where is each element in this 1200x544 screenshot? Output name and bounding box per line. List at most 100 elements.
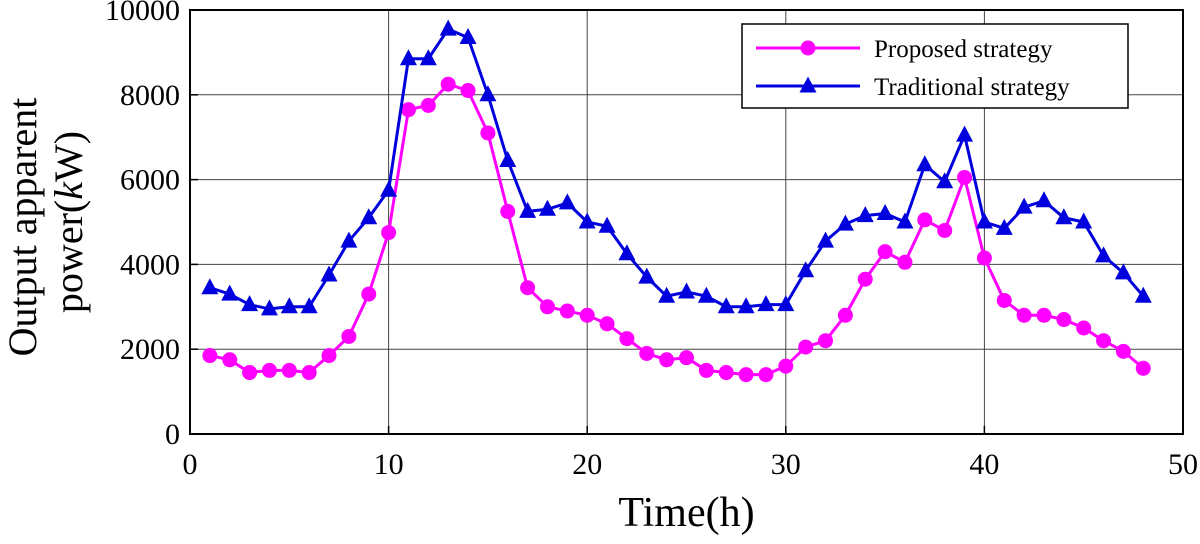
data-point (201, 278, 219, 295)
data-point (361, 286, 377, 302)
data-point (619, 331, 635, 347)
data-point (777, 295, 795, 312)
y-tick-label: 0 (165, 418, 180, 451)
legend-marker (799, 76, 817, 93)
data-point (578, 212, 596, 229)
data-point (1075, 212, 1093, 229)
data-point (579, 307, 595, 323)
data-point (936, 172, 954, 189)
data-point (737, 297, 755, 314)
data-point (698, 362, 714, 378)
data-point (320, 265, 338, 282)
data-point (380, 180, 398, 197)
data-point (798, 339, 814, 355)
data-point (520, 280, 536, 296)
data-point (1114, 263, 1132, 280)
data-point (1095, 246, 1113, 263)
data-point (242, 365, 258, 381)
data-point (499, 151, 517, 168)
data-point (856, 206, 874, 223)
y-tick-label: 4000 (120, 248, 180, 281)
data-point (1036, 307, 1052, 323)
data-point (341, 328, 357, 344)
legend-box (741, 23, 1129, 109)
data-point (818, 333, 834, 349)
data-point (340, 231, 358, 248)
data-point (697, 286, 715, 303)
y-axis-label-line2: power( (46, 200, 91, 313)
data-point (659, 352, 675, 368)
series-line (209, 82, 1145, 377)
data-point (957, 169, 973, 185)
data-point (995, 218, 1013, 235)
data-point (996, 292, 1012, 308)
data-point (757, 295, 775, 312)
data-point (300, 297, 318, 314)
data-point (538, 199, 556, 216)
x-axis-label: Time(h) (618, 490, 754, 536)
data-point (301, 365, 317, 381)
data-point (618, 244, 636, 261)
y-axis-label-line1: Output apparent (0, 98, 45, 357)
data-point (439, 19, 457, 36)
legend-marker (800, 40, 816, 56)
data-point (717, 297, 735, 314)
data-point (598, 216, 616, 233)
series-2 (201, 19, 1152, 316)
data-point (975, 212, 993, 229)
data-point (221, 284, 239, 301)
x-tick-label: 40 (969, 448, 999, 481)
y-tick-label: 10000 (105, 0, 180, 27)
data-point (897, 254, 913, 270)
data-point (1055, 208, 1073, 225)
x-tick-label: 50 (1168, 448, 1198, 481)
x-tick-label: 0 (183, 448, 198, 481)
data-point (459, 28, 477, 45)
data-point (460, 83, 476, 99)
data-point (419, 49, 437, 66)
legend: Proposed strategy Traditional strategy (741, 23, 1129, 109)
data-point (360, 208, 378, 225)
data-point (718, 365, 734, 381)
y-axis-label-unit: W) (46, 131, 91, 182)
data-point (539, 299, 555, 315)
data-point (836, 214, 854, 231)
data-point (638, 267, 656, 284)
data-point (857, 271, 873, 287)
data-point (658, 286, 676, 303)
data-point (420, 97, 436, 113)
data-point (1016, 307, 1032, 323)
data-point (519, 201, 537, 218)
data-point (280, 297, 298, 314)
legend-label: Traditional strategy (874, 74, 1070, 101)
x-tick-label: 20 (572, 448, 602, 481)
data-point (1135, 360, 1151, 376)
data-point (559, 303, 575, 319)
data-point (917, 212, 933, 228)
data-point (1035, 191, 1053, 208)
data-point (876, 204, 894, 221)
data-point (639, 345, 655, 361)
data-point (1076, 320, 1092, 336)
data-point (281, 362, 297, 378)
data-point (1134, 286, 1152, 303)
data-point (480, 125, 496, 141)
data-point (678, 282, 695, 299)
axis-ticks: 0 10 20 30 40 50 0 2000 4000 6000 8000 10000 (105, 0, 1198, 481)
x-tick-label: 10 (374, 448, 404, 481)
data-point (679, 350, 694, 366)
data-point (260, 299, 278, 316)
data-point (202, 348, 218, 364)
data-point (1115, 343, 1131, 359)
data-point (241, 295, 259, 312)
y-tick-label: 6000 (120, 164, 180, 197)
data-point (937, 222, 953, 238)
data-point (400, 102, 416, 118)
series-1 (202, 76, 1151, 383)
data-point (817, 231, 835, 248)
data-point (1056, 312, 1072, 328)
data-point (797, 261, 815, 278)
data-point (976, 250, 992, 266)
data-point (479, 85, 497, 102)
